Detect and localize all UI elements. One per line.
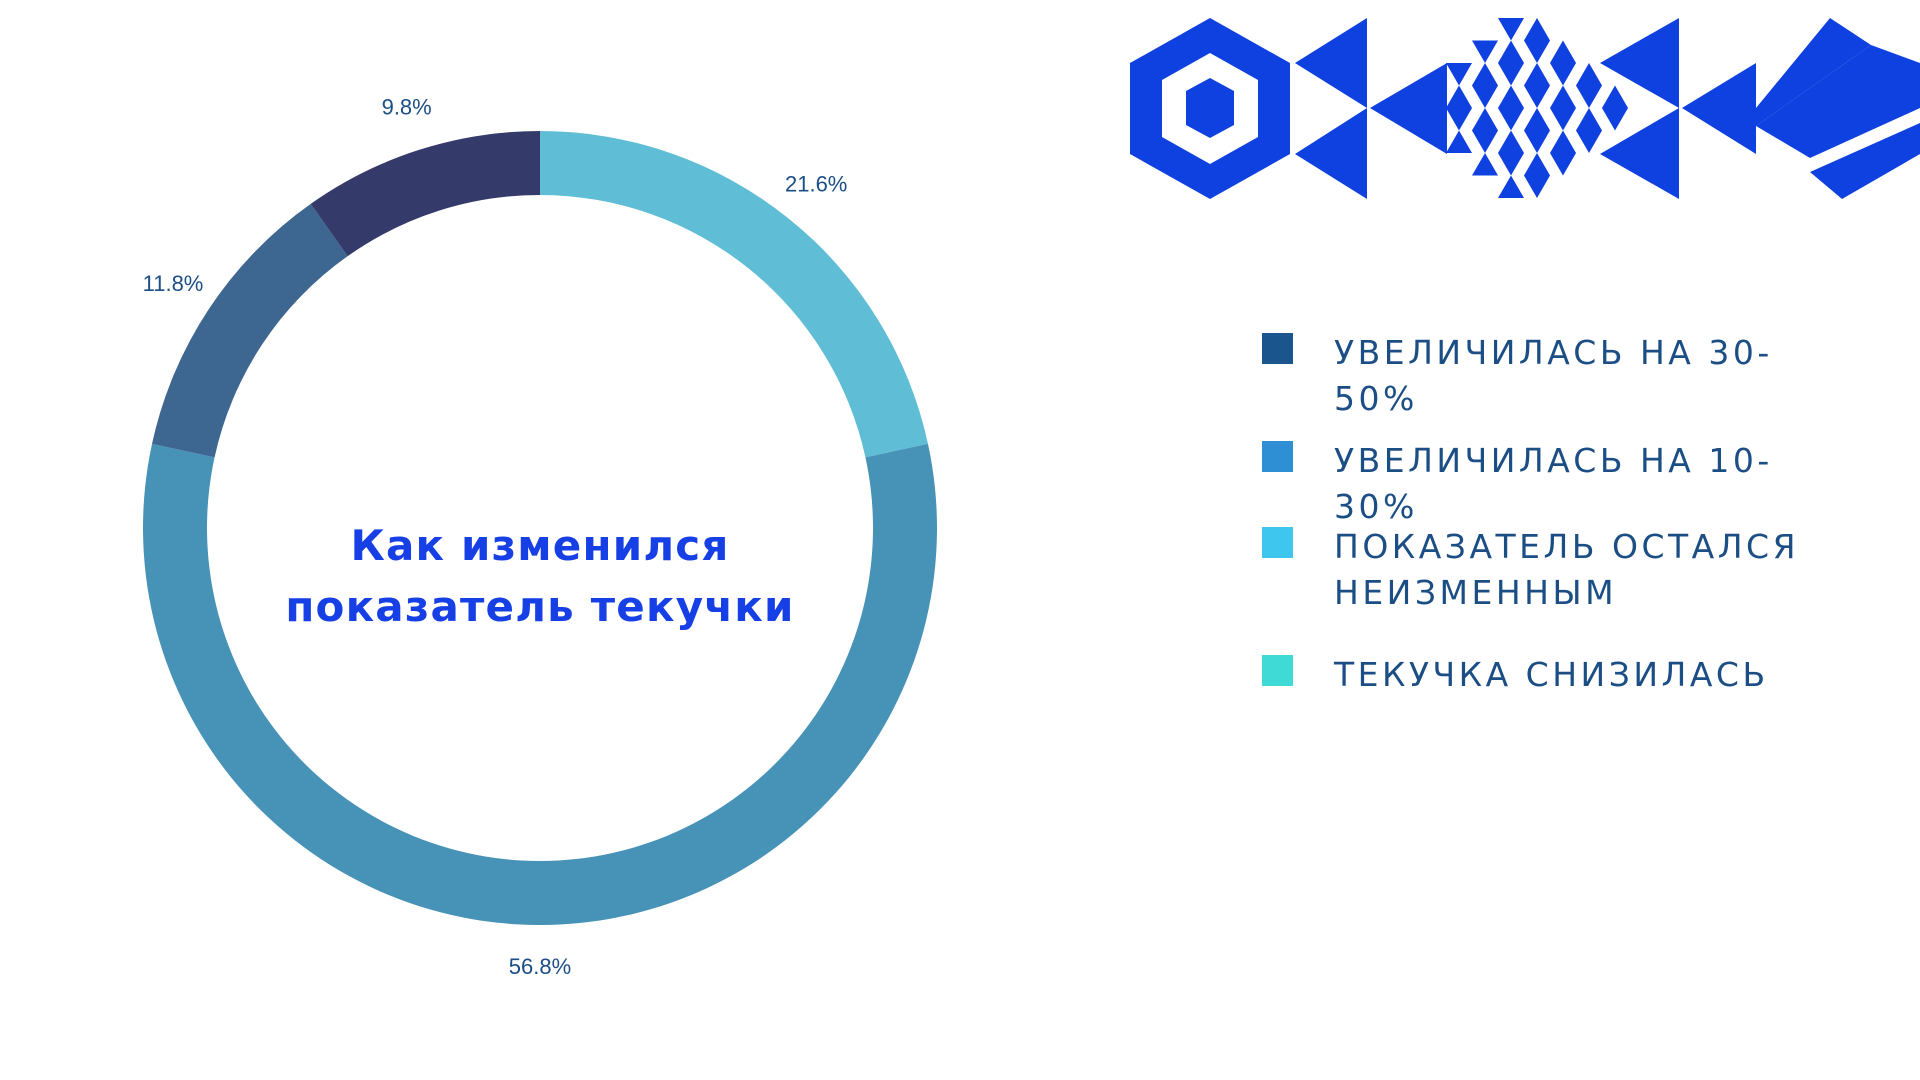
donut-slice-2 xyxy=(142,443,938,926)
pattern-triangle xyxy=(1446,130,1472,153)
pattern-triangle xyxy=(1550,130,1576,153)
legend-label: Показатель остался неизменным xyxy=(1334,527,1800,612)
pattern-triangle xyxy=(1524,18,1550,41)
legend-label: Увеличилась на 10-30% xyxy=(1334,441,1773,526)
pattern-triangle xyxy=(1446,85,1472,108)
pattern-triangle xyxy=(1550,63,1576,86)
pattern-triangle xyxy=(1472,108,1498,131)
legend-swatch xyxy=(1262,655,1293,686)
triangle-left-pointing xyxy=(1682,63,1756,154)
pattern-triangle xyxy=(1524,85,1550,108)
pattern-triangle xyxy=(1446,108,1472,131)
hexagon-ring xyxy=(1130,18,1290,199)
pattern-triangle xyxy=(1602,85,1628,108)
pattern-triangle xyxy=(1498,153,1524,176)
pattern-triangle xyxy=(1524,130,1550,153)
legend-item-30-50: Увеличилась на 30-50% xyxy=(1262,330,1854,422)
pattern-triangle xyxy=(1472,130,1498,153)
data-label-4: 9.8% xyxy=(382,95,432,120)
hexagon-ring-shape xyxy=(1130,18,1290,199)
pattern-triangle xyxy=(1420,108,1446,131)
pattern-triangle xyxy=(1498,130,1524,153)
arrow-shape xyxy=(1600,18,1756,199)
pattern-triangle xyxy=(1550,85,1576,108)
chart-title: Как изменился показатель текучки xyxy=(285,521,795,631)
legend-label: Текучка снизилась xyxy=(1334,655,1769,694)
data-label-1: 21.6% xyxy=(785,171,847,196)
donut-chart-svg: 21.6% 56.8% 11.8% 9.8% xyxy=(142,95,938,979)
triangle-upper xyxy=(1600,18,1679,108)
pattern-triangle xyxy=(1576,130,1602,153)
legend-swatch xyxy=(1262,527,1293,558)
donut-slice-3 xyxy=(152,203,348,458)
pattern-triangle xyxy=(1472,40,1498,63)
stripe-3 xyxy=(1810,123,1920,199)
pattern-triangle xyxy=(1472,85,1498,108)
triangle-upper xyxy=(1295,18,1367,108)
legend-swatch xyxy=(1262,333,1293,364)
pattern-triangle xyxy=(1576,108,1602,131)
triangle-grid xyxy=(1420,18,1628,198)
pattern-triangle xyxy=(1498,85,1524,108)
triangle-lower xyxy=(1295,108,1367,199)
legend-item-decreased: Текучка снизилась xyxy=(1262,652,1769,698)
pattern-triangle xyxy=(1550,153,1576,176)
donut-slice-4 xyxy=(310,131,540,257)
bowtie-shape xyxy=(1295,18,1447,199)
pattern-triangle xyxy=(1576,85,1602,108)
pattern-triangle xyxy=(1550,108,1576,131)
decorative-geometric-pattern xyxy=(1130,18,1920,199)
pattern-triangle xyxy=(1524,40,1550,63)
triangle-lower xyxy=(1600,108,1679,199)
donut-chart: 21.6% 56.8% 11.8% 9.8% Как изменился показа… xyxy=(142,95,938,979)
legend-item-10-30: Увеличилась на 10-30% xyxy=(1262,438,1854,530)
hexagon-inner xyxy=(1186,78,1234,138)
legend-item-unchanged: Показатель остался неизменным xyxy=(1262,524,1854,616)
pattern-triangle xyxy=(1524,108,1550,131)
stripes-shape xyxy=(1756,18,1920,199)
pattern-triangle xyxy=(1498,40,1524,63)
pattern-triangle xyxy=(1472,153,1498,176)
pattern-triangle xyxy=(1446,63,1472,86)
pattern-triangle xyxy=(1524,63,1550,86)
legend-label: Увеличилась на 30-50% xyxy=(1334,333,1773,418)
pattern-triangle xyxy=(1524,153,1550,176)
pattern-triangle xyxy=(1472,63,1498,86)
pattern-triangle xyxy=(1498,108,1524,131)
triangle-left-pointing xyxy=(1370,63,1447,154)
pattern-triangle xyxy=(1498,63,1524,86)
pattern-triangle xyxy=(1420,85,1446,108)
pattern-triangle xyxy=(1524,175,1550,198)
pattern-triangle xyxy=(1576,63,1602,86)
pattern-triangle xyxy=(1498,175,1524,198)
data-label-2: 56.8% xyxy=(509,954,571,979)
donut-slice-1 xyxy=(540,131,928,458)
pattern-triangle xyxy=(1602,108,1628,131)
legend-swatch xyxy=(1262,441,1293,472)
pattern-triangle xyxy=(1498,18,1524,41)
pattern-triangle xyxy=(1550,40,1576,63)
stripe-1 xyxy=(1756,18,1871,126)
data-label-3: 11.8% xyxy=(143,271,204,296)
stripe-2 xyxy=(1756,45,1920,158)
